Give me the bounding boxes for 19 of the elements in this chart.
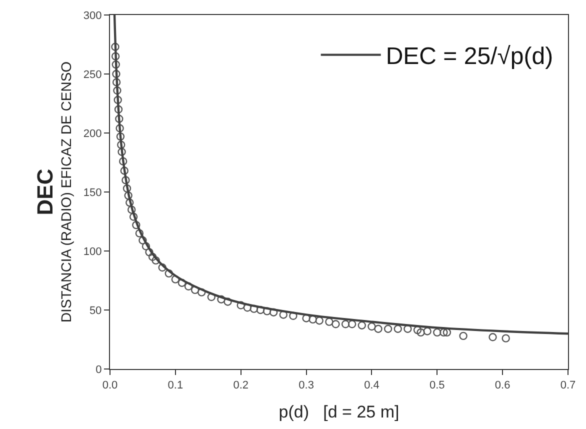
x-tick-label: 0.4: [364, 379, 380, 392]
x-tick-label: 0.0: [102, 379, 118, 392]
x-tick-label: 0.6: [494, 379, 510, 392]
line-series: [113, 15, 568, 335]
x-tick-label: 0.3: [298, 379, 314, 392]
x-tick-label: 0.5: [429, 379, 445, 392]
y-axis-title: DEC DISTANCIA (RADIO) EFICAZ DE CENSO: [32, 61, 74, 323]
y-tick-label: 150: [83, 186, 102, 199]
y-tick-label: 300: [83, 10, 102, 22]
y-tick-label: 50: [89, 304, 102, 317]
y-tick-label: 100: [83, 246, 102, 258]
legend-label: DEC = 25/√p(d): [386, 43, 554, 70]
y-tick-label: 200: [83, 128, 102, 140]
x-tick-label: 0.7: [560, 379, 576, 392]
y-tick-label: 0: [96, 364, 102, 376]
y-tick-label: 250: [83, 68, 102, 81]
x-axis-title: p(d) [d = 25 m]: [278, 402, 400, 422]
x-tick-label: 0.1: [168, 379, 184, 392]
x-tick-label: 0.2: [233, 379, 249, 392]
